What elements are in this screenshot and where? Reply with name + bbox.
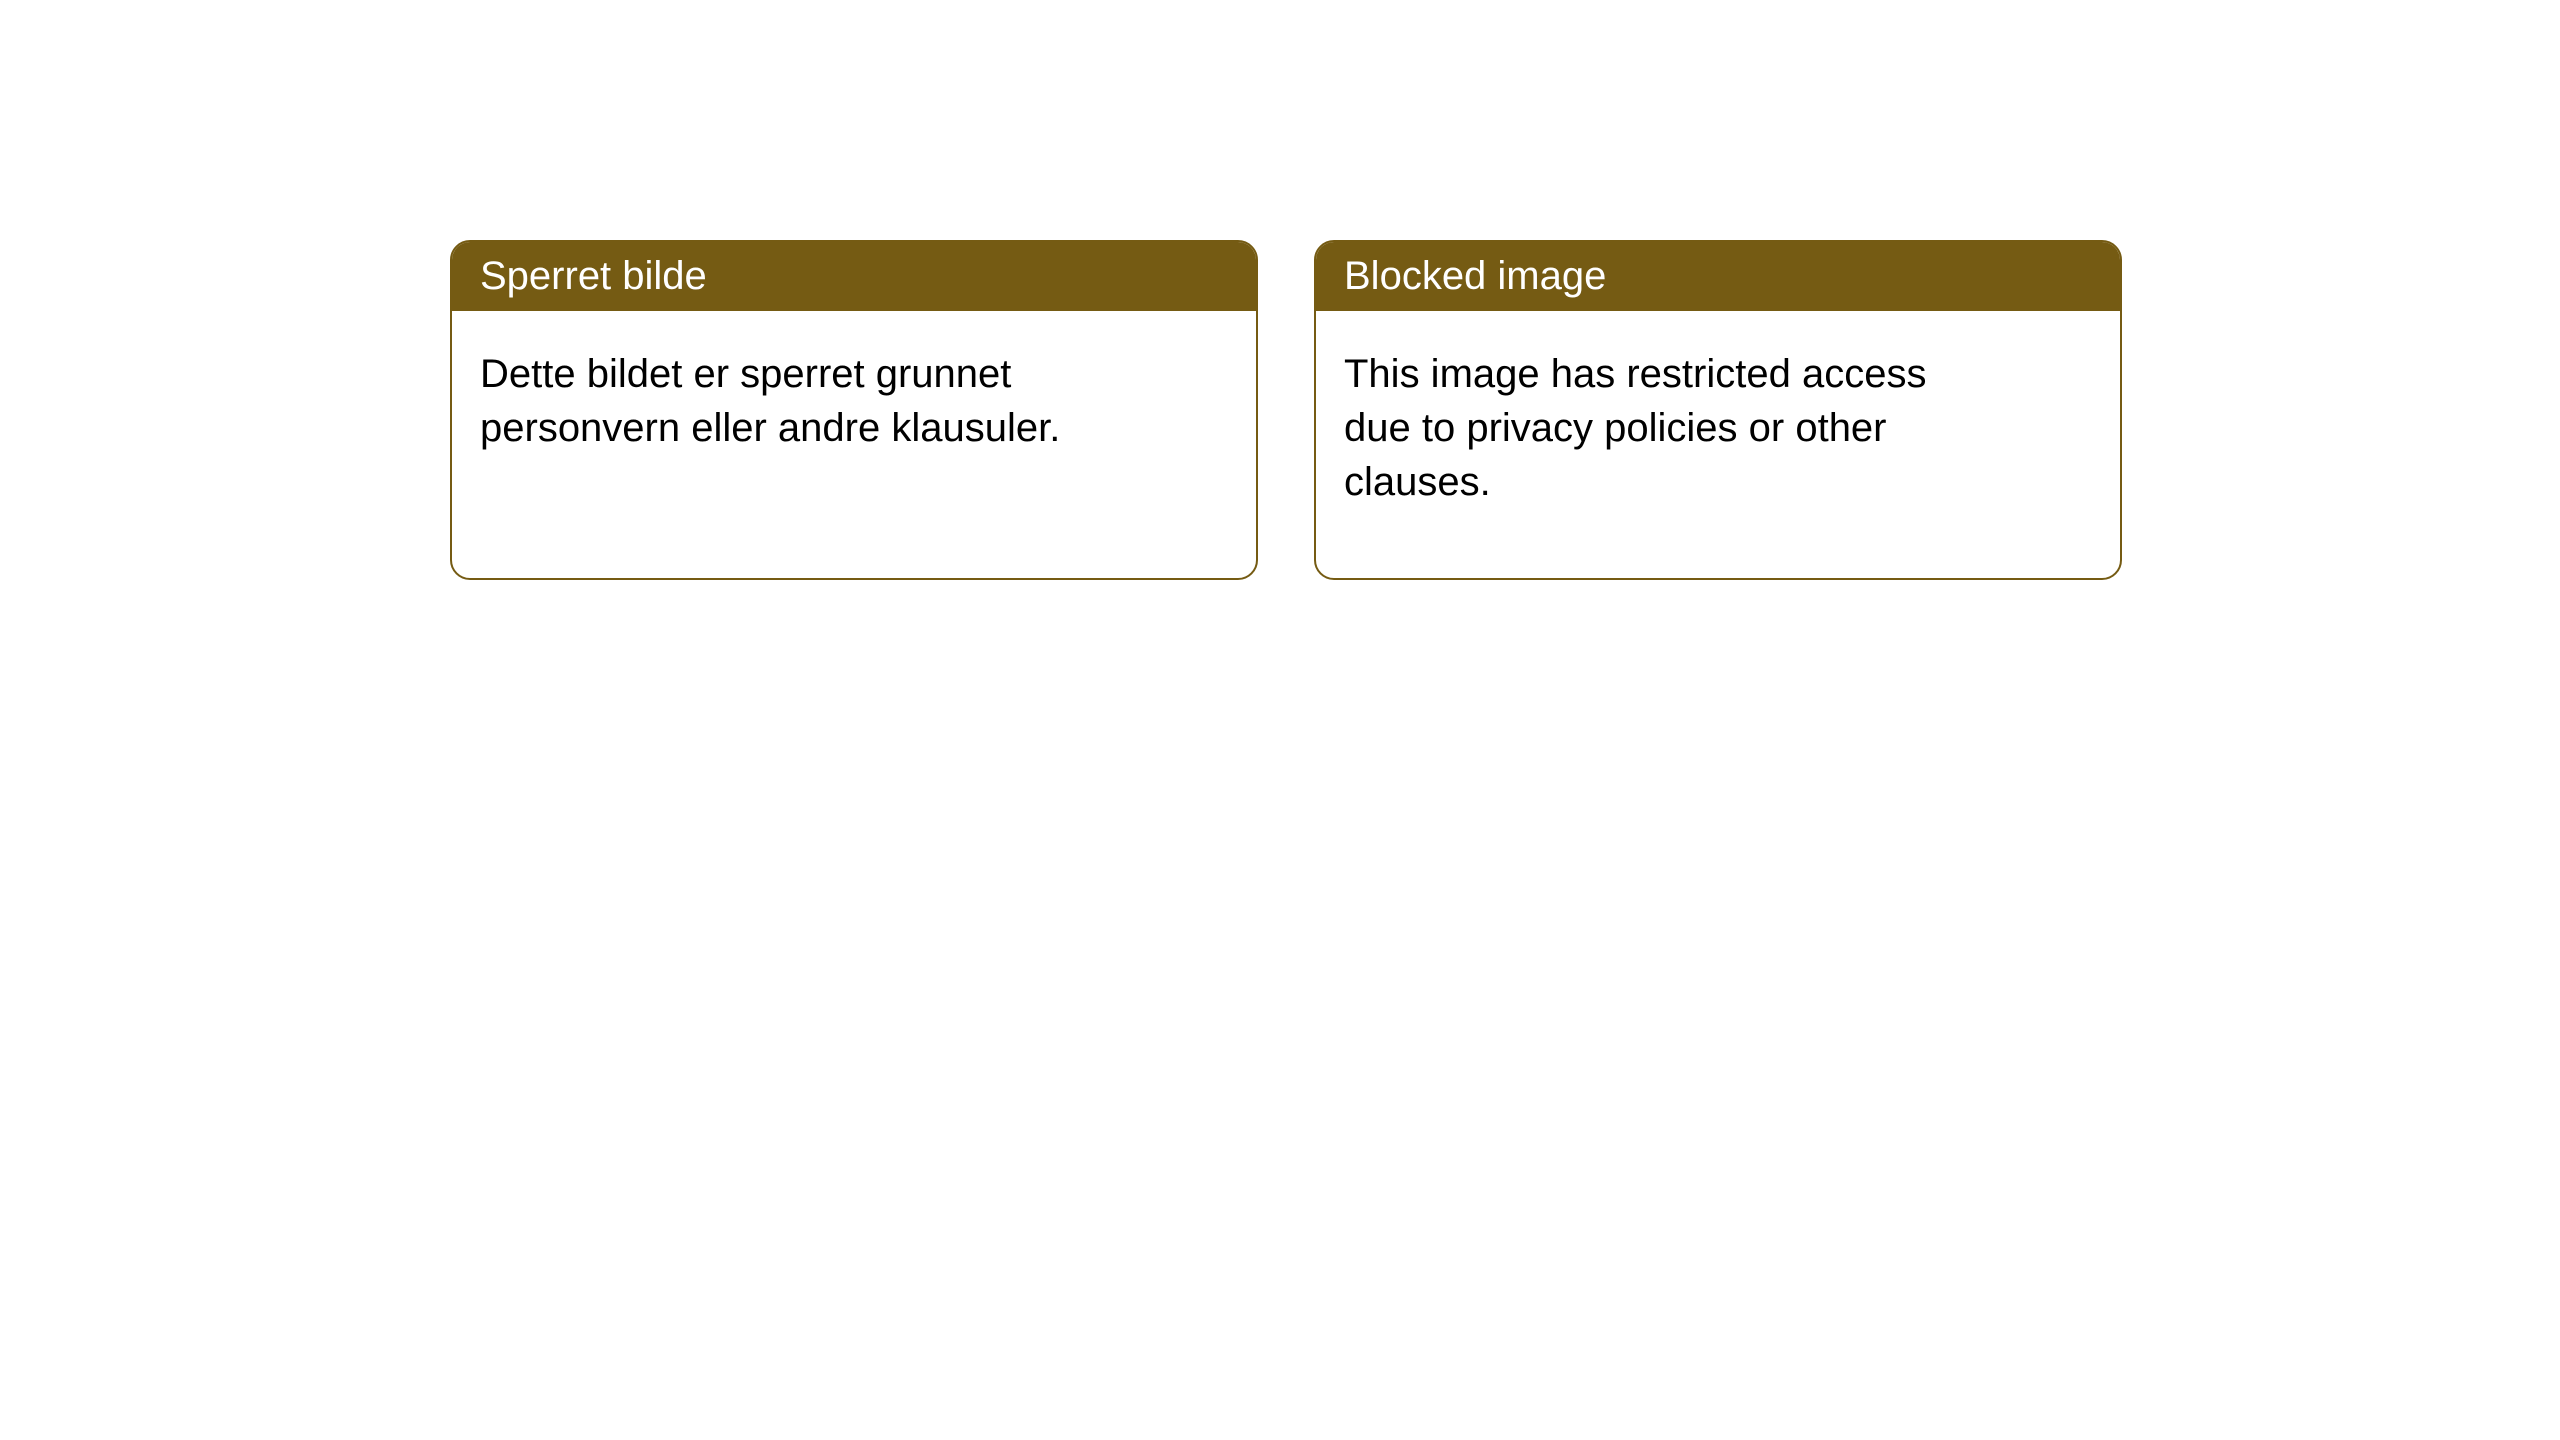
card-body-text: This image has restricted access due to … — [1344, 352, 1926, 504]
card-body-text: Dette bildet er sperret grunnet personve… — [480, 352, 1060, 450]
card-header: Blocked image — [1316, 242, 2120, 311]
card-title: Sperret bilde — [480, 254, 707, 298]
card-body: This image has restricted access due to … — [1316, 311, 1996, 545]
card-header: Sperret bilde — [452, 242, 1256, 311]
notice-card-english: Blocked image This image has restricted … — [1314, 240, 2122, 580]
notice-cards-container: Sperret bilde Dette bildet er sperret gr… — [450, 240, 2122, 580]
notice-card-norwegian: Sperret bilde Dette bildet er sperret gr… — [450, 240, 1258, 580]
card-title: Blocked image — [1344, 254, 1606, 298]
card-body: Dette bildet er sperret grunnet personve… — [452, 311, 1132, 491]
